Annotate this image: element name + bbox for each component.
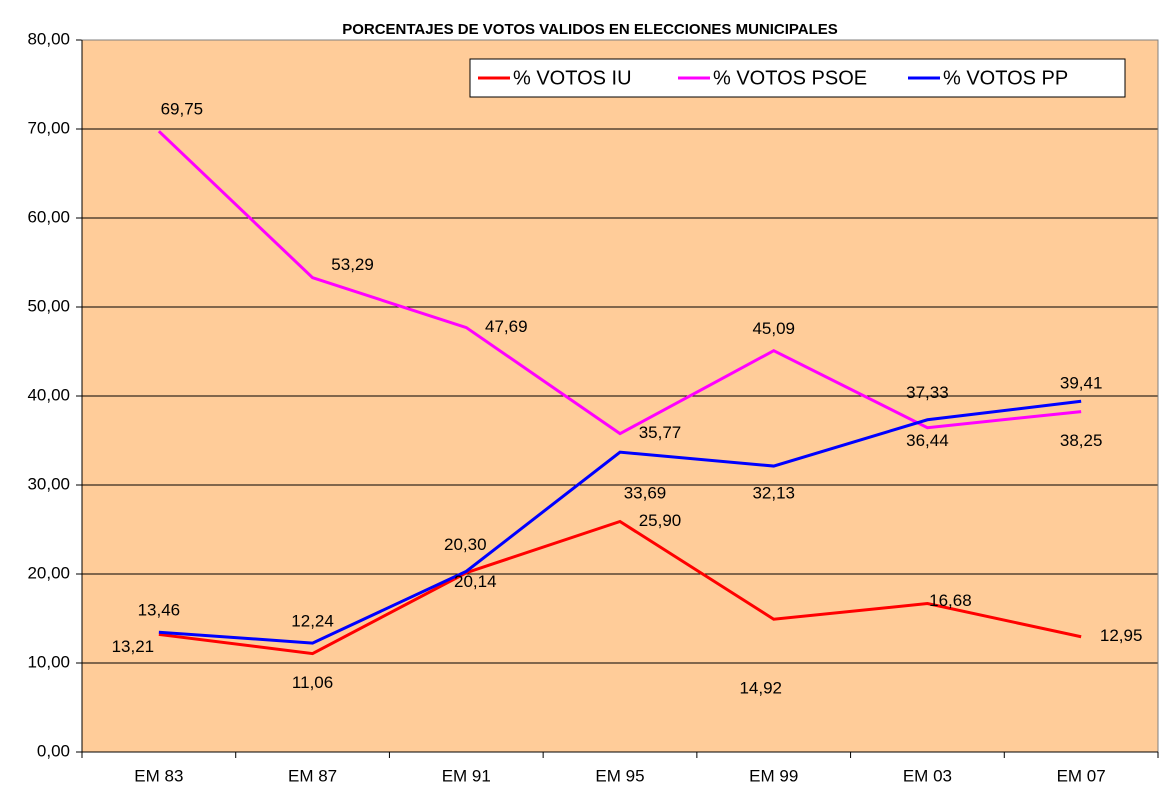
legend-box	[469, 58, 1126, 98]
data-label: 45,09	[752, 319, 795, 338]
data-label: 20,30	[444, 535, 487, 554]
series-line	[158, 519, 1082, 656]
series-line	[158, 399, 1082, 645]
x-tick-label: EM 87	[288, 766, 337, 785]
chart-title: PORCENTAJES DE VOTOS VALIDOS EN ELECCION…	[342, 21, 838, 38]
y-tick-label: 20,00	[27, 563, 70, 582]
series-line	[157, 130, 1082, 436]
data-label: 37,33	[906, 383, 949, 402]
data-label: 14,92	[739, 679, 782, 698]
x-tick-label: EM 99	[749, 766, 798, 785]
data-label: 39,41	[1060, 374, 1103, 393]
y-tick-label: 10,00	[27, 652, 70, 671]
data-label: 25,90	[639, 511, 682, 530]
x-tick-label: EM 07	[1057, 766, 1106, 785]
data-label: 13,46	[138, 601, 181, 620]
data-label: 69,75	[161, 100, 204, 119]
legend-label: % VOTOS IU	[513, 67, 632, 89]
data-label: 13,21	[112, 637, 155, 656]
y-tick-label: 80,00	[27, 29, 70, 48]
data-label: 12,95	[1100, 626, 1143, 645]
data-label: 32,13	[752, 484, 795, 503]
y-tick-label: 30,00	[27, 474, 70, 493]
data-label: 35,77	[639, 423, 682, 442]
x-tick-label: EM 91	[442, 766, 491, 785]
data-label: 20,14	[454, 572, 497, 591]
data-label: 38,25	[1060, 431, 1103, 450]
data-label: 53,29	[331, 255, 374, 274]
data-label: 16,68	[929, 591, 972, 610]
legend-label: % VOTOS PSOE	[713, 67, 867, 89]
data-label: 33,69	[624, 484, 667, 503]
y-tick-label: 70,00	[27, 118, 70, 137]
y-tick-label: 60,00	[27, 207, 70, 226]
x-tick-label: EM 95	[595, 766, 644, 785]
data-label: 12,24	[291, 612, 334, 631]
x-tick-label: EM 83	[134, 766, 183, 785]
y-tick-label: 0,00	[37, 741, 70, 760]
data-label: 11,06	[292, 673, 333, 692]
data-label: 47,69	[485, 317, 528, 336]
legend-label: % VOTOS PP	[943, 67, 1068, 89]
x-tick-label: EM 03	[903, 766, 952, 785]
y-tick-label: 40,00	[27, 385, 70, 404]
y-tick-label: 50,00	[27, 296, 70, 315]
data-label: 36,44	[906, 431, 949, 450]
